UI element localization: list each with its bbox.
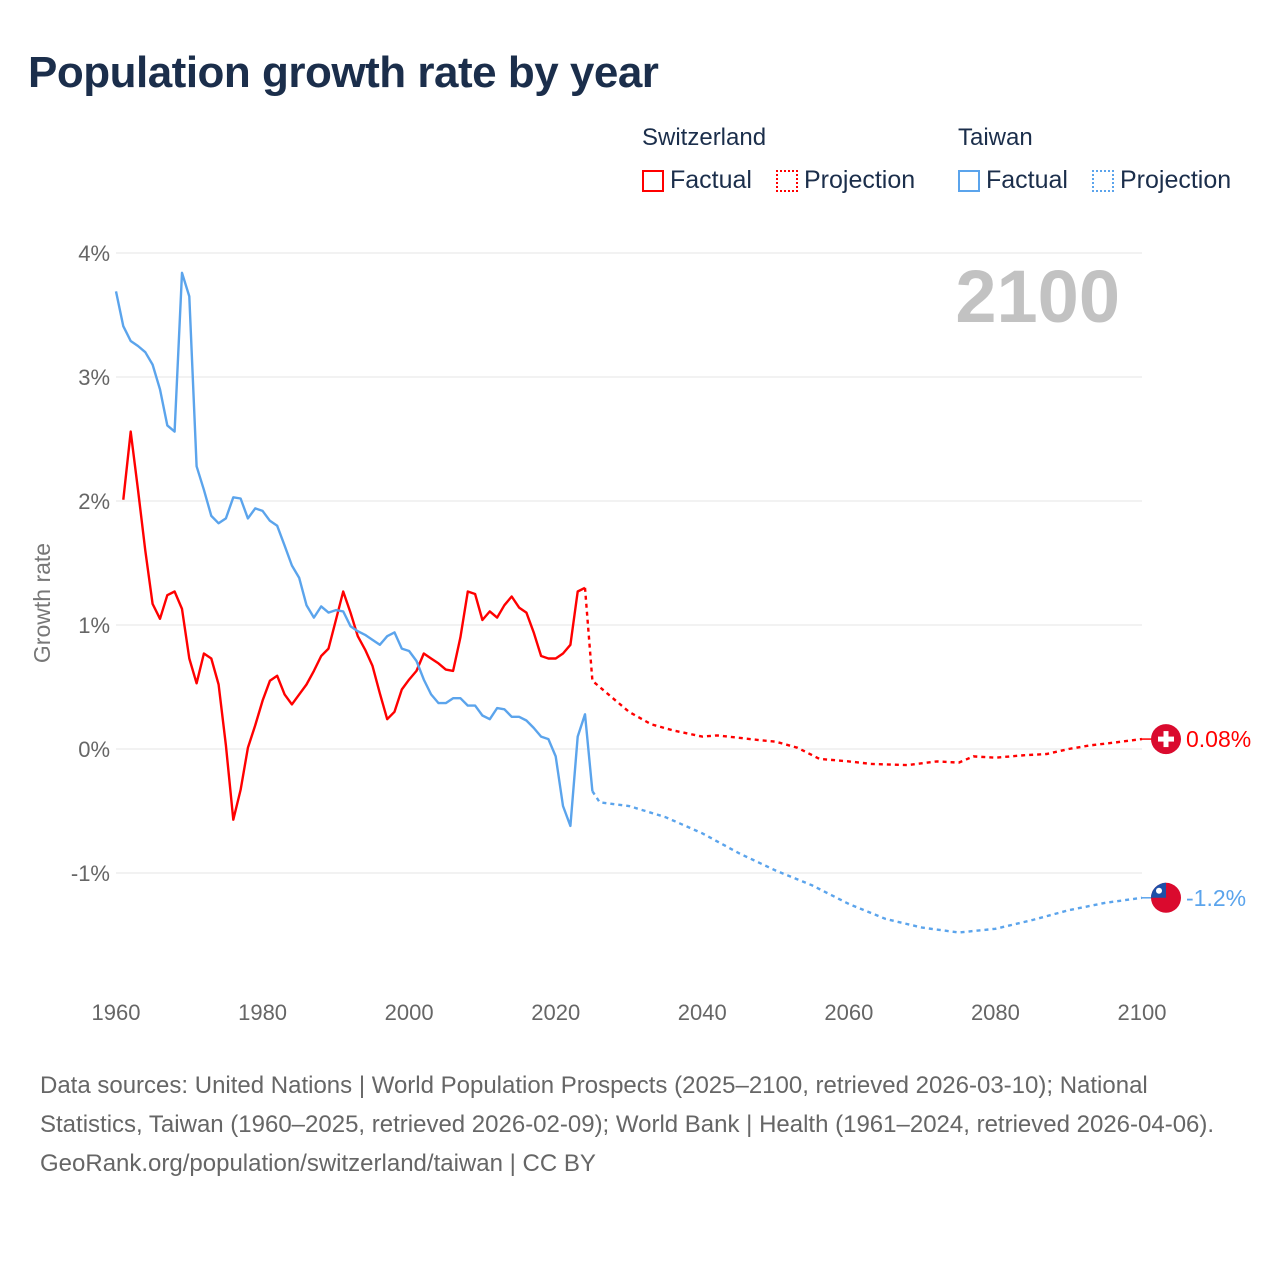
data-sources: Data sources: United Nations | World Pop… (40, 1072, 1215, 1138)
year-label: 2100 (955, 255, 1120, 338)
legend-swatch-dotted (776, 169, 798, 192)
y-tick-label: 1% (78, 613, 110, 638)
series-taiwan-factual (114, 271, 594, 828)
series-switzerland-projection (583, 587, 1143, 767)
y-tick-label: 4% (78, 241, 110, 266)
end-value-label: 0.08% (1186, 726, 1251, 752)
y-axis-label: Growth rate (29, 543, 55, 663)
legend-swatch-solid (958, 169, 980, 192)
legend-label: Factual (986, 166, 1068, 194)
legend-swatch-solid (642, 169, 664, 192)
y-tick-label: 0% (78, 737, 110, 762)
line-chart: 4% 3% 2% 1% 0% -1% 1960 1980 2000 2020 2040 2060 208… (29, 241, 1251, 1025)
x-tick-label: 2080 (971, 1000, 1020, 1025)
legend-switzerland-factual[interactable]: Factual (642, 166, 752, 195)
x-tick-label: 2000 (385, 1000, 434, 1025)
legend-taiwan-projection[interactable]: Projection (1092, 166, 1231, 195)
end-value-label: -1.2% (1186, 885, 1246, 911)
legend-label: Projection (804, 166, 916, 194)
footer: Data sources: United Nations | World Pop… (40, 1066, 1250, 1183)
x-tick-label: 1960 (92, 1000, 141, 1025)
x-tick-label: 2020 (531, 1000, 580, 1025)
page-title: Population growth rate by year (28, 48, 659, 97)
legend-label: Factual (670, 166, 752, 194)
y-tick-label: 3% (78, 365, 110, 390)
x-tick-label: 2060 (824, 1000, 873, 1025)
series-taiwan-projection (591, 790, 1143, 934)
legend-taiwan-factual[interactable]: Factual (958, 166, 1068, 195)
flag-sun (1156, 887, 1162, 894)
legend-title-taiwan: Taiwan (958, 124, 1033, 151)
series-switzerland-factual (122, 430, 586, 821)
y-tick-label: -1% (71, 861, 110, 886)
legend-label: Projection (1120, 166, 1232, 194)
credit-link[interactable]: GeoRank.org/population/switzerland/taiwa… (40, 1150, 596, 1177)
legend-swatch-dotted (1092, 169, 1114, 192)
x-tick-label: 2040 (678, 1000, 727, 1025)
x-tick-label: 1980 (238, 1000, 287, 1025)
legend-title-switzerland: Switzerland (642, 124, 767, 151)
flag-cross (1158, 736, 1174, 742)
x-tick-label: 2100 (1118, 1000, 1167, 1025)
y-tick-label: 2% (78, 489, 110, 514)
legend-switzerland-projection[interactable]: Projection (776, 166, 915, 195)
